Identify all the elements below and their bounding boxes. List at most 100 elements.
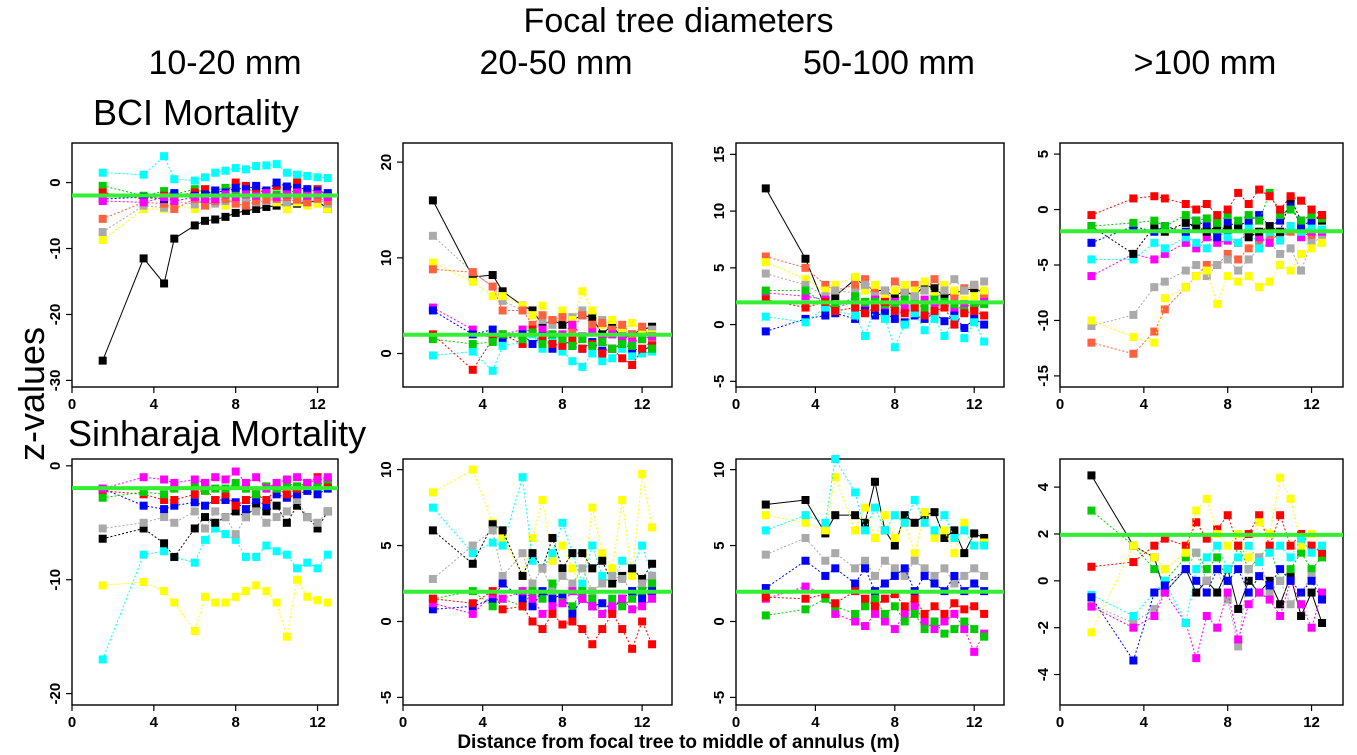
data-point: [648, 640, 657, 649]
data-point: [221, 530, 230, 539]
data-point: [861, 331, 870, 340]
data-point: [588, 328, 597, 337]
data-point: [1265, 581, 1274, 590]
data-point: [170, 197, 179, 206]
data-point: [282, 518, 291, 527]
data-point: [221, 475, 230, 484]
data-point: [1276, 216, 1285, 225]
data-point: [293, 496, 302, 504]
data-point: [1307, 565, 1316, 574]
data-point: [920, 564, 929, 573]
data-point: [761, 312, 770, 321]
data-point: [468, 272, 477, 281]
data-point: [1307, 623, 1316, 632]
data-point: [831, 286, 840, 295]
y-tick-label: -2: [1035, 621, 1052, 634]
data-point: [323, 550, 332, 559]
data-point: [1234, 553, 1243, 562]
data-point: [1150, 338, 1159, 347]
data-point: [940, 286, 949, 295]
data-point: [861, 622, 870, 631]
data-point: [1297, 196, 1306, 205]
data-point: [1129, 310, 1138, 319]
data-point: [1297, 588, 1306, 597]
data-point: [870, 571, 879, 580]
data-point: [201, 513, 209, 522]
data-point: [861, 594, 870, 603]
data-point: [1213, 233, 1222, 242]
data-point: [428, 594, 437, 603]
data-point: [761, 611, 770, 620]
data-point: [538, 594, 547, 603]
x-tick-label: 12: [309, 714, 326, 731]
data-point: [1234, 642, 1243, 651]
data-point: [488, 338, 497, 347]
data-point: [282, 507, 291, 516]
data-point: [900, 303, 909, 312]
data-point: [890, 286, 899, 295]
data-point: [468, 609, 477, 618]
data-point: [1087, 471, 1096, 480]
data-point: [628, 605, 637, 614]
data-point: [282, 490, 291, 499]
data-point: [1234, 277, 1243, 286]
data-point: [170, 518, 179, 527]
y-tick-label: -5: [378, 691, 395, 704]
data-point: [801, 594, 810, 603]
data-point: [608, 571, 617, 580]
data-point: [1286, 222, 1295, 231]
data-point: [201, 486, 209, 495]
data-point: [190, 507, 199, 516]
data-point: [801, 582, 810, 591]
data-point: [252, 496, 261, 504]
data-point: [241, 206, 250, 215]
data-point: [548, 549, 557, 558]
data-point: [900, 280, 909, 289]
data-point: [303, 592, 312, 601]
data-point: [638, 617, 647, 626]
data-point: [262, 518, 271, 527]
data-point: [160, 490, 169, 499]
data-point: [831, 473, 840, 482]
x-tick-label: 4: [811, 396, 820, 413]
data-point: [648, 344, 657, 353]
data-point: [1265, 588, 1274, 597]
data-point: [262, 202, 271, 211]
data-point: [1223, 249, 1232, 258]
data-point: [160, 547, 169, 556]
data-point: [1286, 244, 1295, 253]
data-point: [900, 617, 909, 626]
data-point: [608, 320, 617, 329]
y-tick-label: 0: [1035, 577, 1052, 585]
data-point: [1213, 261, 1222, 269]
data-point: [890, 277, 899, 286]
y-tick-label: -10: [1035, 310, 1052, 332]
data-point: [98, 524, 107, 533]
data-point: [960, 334, 969, 343]
data-point: [293, 501, 302, 510]
data-point: [930, 275, 939, 284]
data-point: [241, 478, 250, 487]
data-point: [960, 309, 969, 318]
data-point: [1318, 238, 1327, 247]
data-point: [538, 316, 547, 325]
data-point: [241, 513, 250, 522]
data-point: [761, 327, 770, 336]
data-point: [170, 189, 179, 198]
data-point: [1307, 548, 1316, 557]
data-point: [1129, 656, 1138, 665]
data-point: [870, 311, 879, 320]
data-point: [568, 316, 577, 325]
data-point: [628, 318, 637, 327]
data-point: [1318, 588, 1327, 597]
data-point: [1160, 305, 1169, 314]
data-point: [1192, 238, 1201, 247]
data-point: [558, 306, 567, 315]
data-point: [930, 508, 939, 517]
data-point: [831, 609, 840, 618]
data-point: [272, 478, 281, 487]
data-point: [518, 571, 527, 580]
data-point: [761, 252, 770, 261]
data-point: [930, 617, 939, 626]
data-point: [608, 354, 617, 363]
